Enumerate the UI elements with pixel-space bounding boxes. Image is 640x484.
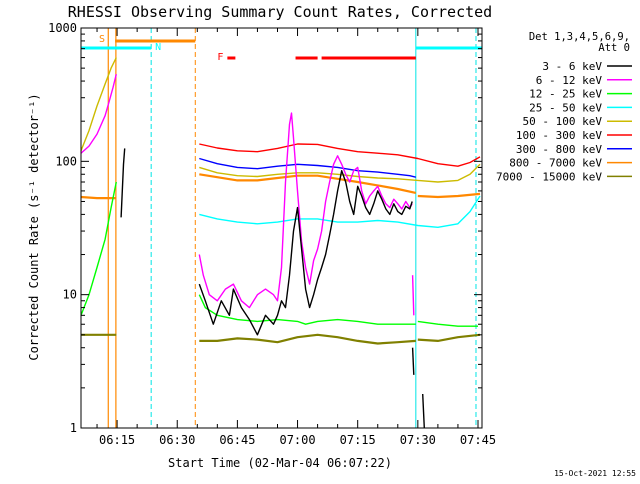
plot-frame (80, 27, 483, 429)
series-line-6-12-keV (411, 275, 415, 316)
x-tick-label: 07:45 (460, 433, 496, 447)
x-tick-label: 07:00 (279, 433, 315, 447)
y-tick-label: 1 (70, 421, 77, 435)
series-line-6-12-keV (81, 74, 117, 154)
series-line-800-7000-keV (199, 173, 417, 194)
series-line-300-800-keV (199, 157, 416, 178)
series-line-7000-15000-keV (199, 333, 416, 345)
series-line-3-6-keV (120, 148, 126, 218)
legend-header-line-2: Att 0 (598, 42, 630, 54)
legend-label: 50 - 100 keV (523, 115, 603, 128)
y-tick-label: 100 (55, 154, 77, 168)
series-line-25-50-keV (199, 195, 481, 229)
marker-s-label: S (99, 34, 105, 45)
x-tick-label: 07:15 (340, 433, 376, 447)
series-line-7000-15000-keV (417, 333, 481, 342)
plot-area: S N F 1 10 100 1000 06:15 06:30 06:45 07:00 07:15 07… (48, 21, 496, 447)
legend-label: 3 - 6 keV (542, 60, 602, 73)
legend-header-line-1: Det 1,3,4,5,6,9, (529, 31, 630, 43)
footer-date: 15-Oct-2021 12:55 (554, 469, 636, 478)
marker-n-label: N (155, 42, 161, 53)
legend-label: 300 - 800 keV (516, 143, 602, 156)
legend-label: 800 - 7000 keV (509, 157, 602, 170)
series-line-6-12-keV (198, 112, 413, 309)
y-axis-label: Corrected Count Rate (s⁻¹ detector⁻¹) (27, 93, 41, 360)
series-line-3-6-keV (198, 169, 413, 336)
series-line-100-300-keV (199, 143, 481, 167)
series-line-3-6-keV (422, 393, 425, 428)
chart-title: RHESSI Observing Summary Count Rates, Co… (68, 3, 492, 21)
x-tick-label: 06:30 (159, 433, 195, 447)
x-tick-label: 06:15 (99, 433, 135, 447)
legend-label: 100 - 300 keV (516, 129, 602, 142)
series-line-800-7000-keV (81, 195, 117, 200)
series-line-12-25-keV (198, 294, 416, 325)
series-line-50-100-keV (199, 163, 481, 183)
legend-label: 25 - 50 keV (529, 101, 602, 114)
x-axis-label: Start Time (02-Mar-04 06:07:22) (168, 456, 392, 470)
legend-label: 7000 - 15000 keV (496, 170, 602, 183)
series-line-3-6-keV (411, 347, 415, 375)
legend-label: 6 - 12 keV (536, 74, 603, 87)
x-tick-label: 06:45 (219, 433, 255, 447)
legend-label: 12 - 25 keV (529, 88, 602, 101)
series-line-50-100-keV (81, 57, 117, 152)
series-line-12-25-keV (81, 181, 117, 316)
series-line-12-25-keV (417, 320, 478, 327)
series-line-800-7000-keV (417, 192, 481, 199)
x-tick-label: 07:30 (400, 433, 436, 447)
marker-f-label: F (217, 52, 223, 63)
y-tick-label: 10 (63, 288, 77, 302)
y-tick-label: 1000 (48, 21, 77, 35)
